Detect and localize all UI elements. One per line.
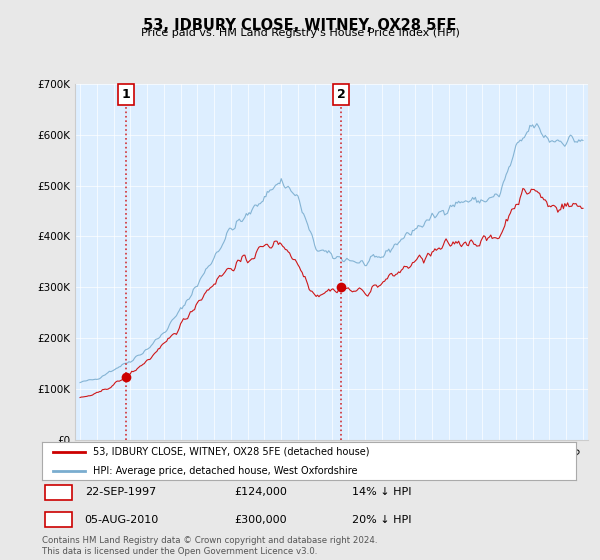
FancyBboxPatch shape [44,484,73,500]
Text: HPI: Average price, detached house, West Oxfordshire: HPI: Average price, detached house, West… [93,466,357,476]
Text: 2: 2 [337,88,346,101]
Text: 05-AUG-2010: 05-AUG-2010 [85,515,159,525]
Text: £300,000: £300,000 [234,515,287,525]
Text: Price paid vs. HM Land Registry's House Price Index (HPI): Price paid vs. HM Land Registry's House … [140,28,460,38]
Text: £124,000: £124,000 [234,487,287,497]
Text: 1: 1 [55,487,62,497]
Text: 20% ↓ HPI: 20% ↓ HPI [352,515,411,525]
FancyBboxPatch shape [44,512,73,528]
Text: 14% ↓ HPI: 14% ↓ HPI [352,487,411,497]
Text: 53, IDBURY CLOSE, WITNEY, OX28 5FE (detached house): 53, IDBURY CLOSE, WITNEY, OX28 5FE (deta… [93,447,369,457]
Text: 2: 2 [55,515,62,525]
Text: 53, IDBURY CLOSE, WITNEY, OX28 5FE: 53, IDBURY CLOSE, WITNEY, OX28 5FE [143,18,457,33]
Text: 22-SEP-1997: 22-SEP-1997 [85,487,156,497]
Text: 1: 1 [121,88,130,101]
Text: Contains HM Land Registry data © Crown copyright and database right 2024.
This d: Contains HM Land Registry data © Crown c… [42,536,377,556]
